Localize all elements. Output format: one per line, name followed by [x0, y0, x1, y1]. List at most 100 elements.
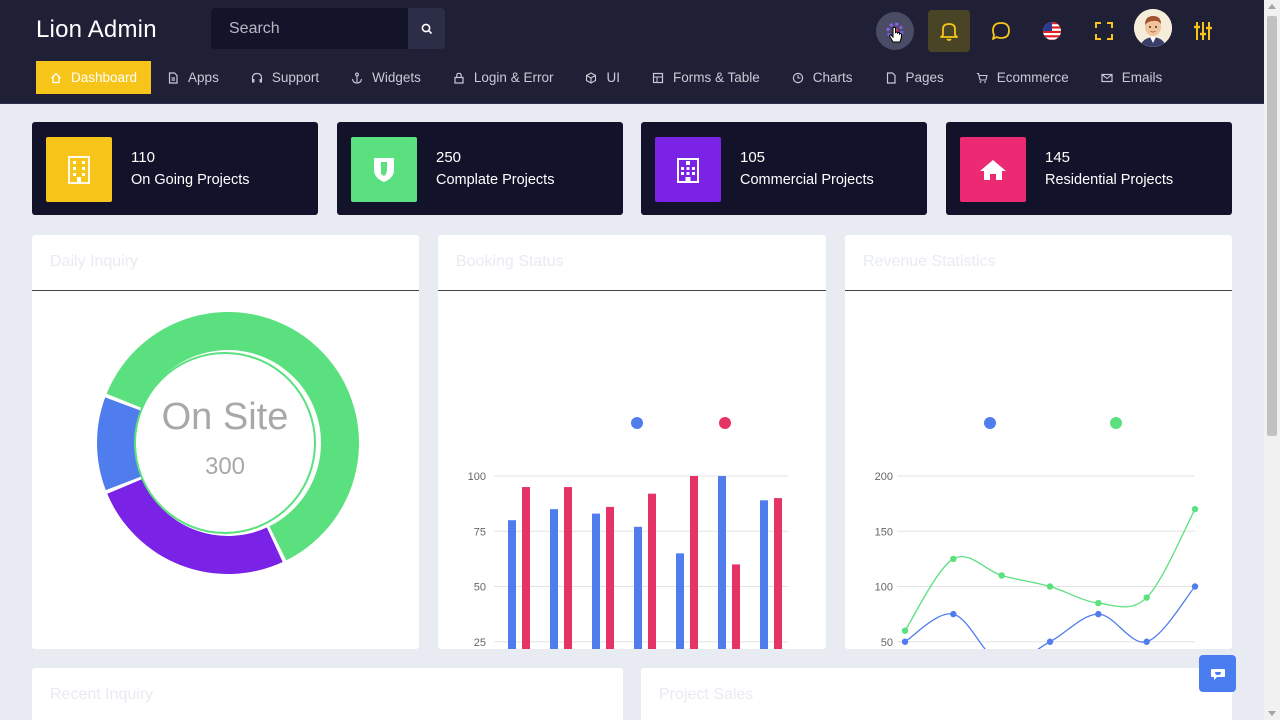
bar-y-tick-label: 25 [474, 637, 486, 649]
nav-item-widgets[interactable]: Widgets [335, 61, 437, 94]
panel-title: Recent Inquiry [50, 686, 154, 703]
top-header: Lion Admin [0, 0, 1264, 104]
line-legend-marker-1 [1110, 417, 1122, 429]
scroll-up-arrow-icon[interactable] [1268, 4, 1276, 9]
house-icon [980, 159, 1006, 180]
us-flag-icon [1043, 22, 1061, 40]
dashboard-content: 110 On Going Projects 250 Complate Proje… [0, 104, 1264, 720]
live-chat-button[interactable] [1199, 655, 1236, 692]
line-legend-marker-0 [984, 417, 996, 429]
stat-card-complete[interactable]: 250 Complate Projects [337, 122, 623, 215]
stat-value: 250 [436, 149, 462, 166]
stat-card-residential[interactable]: 145 Residential Projects [946, 122, 1232, 215]
nav-item-login-error[interactable]: Login & Error [437, 61, 570, 94]
donut-chart: On Site 300 [96, 312, 359, 574]
language-button[interactable] [1031, 10, 1073, 52]
nav-label: Pages [905, 70, 944, 85]
nav-label: Charts [812, 70, 853, 85]
panel-title: Booking Status [456, 253, 564, 270]
nav-label: Dashboard [71, 70, 138, 85]
page-icon [886, 71, 896, 84]
search-input[interactable] [211, 8, 407, 49]
nav-item-ecommerce[interactable]: Ecommerce [960, 61, 1085, 94]
panel-title: Project Sales [659, 686, 754, 703]
bar-1-0 [522, 487, 530, 649]
stat-label: Residential Projects [1045, 172, 1174, 188]
bar-1-1 [564, 487, 572, 649]
nav-label: Forms & Table [672, 70, 760, 85]
nav-item-pages[interactable]: Pages [869, 61, 960, 94]
donut-center-value: 300 [205, 453, 245, 480]
line-point-0-6 [1191, 583, 1199, 590]
main-nav: Dashboard Apps Support Widgets Login & E… [36, 61, 1178, 94]
bar-1-3 [648, 493, 656, 649]
line-y-tick-label: 50 [881, 637, 893, 649]
stat-card-ongoing[interactable]: 110 On Going Projects [32, 122, 318, 215]
scroll-down-arrow-icon[interactable] [1268, 711, 1276, 716]
bar-0-2 [592, 513, 600, 649]
bar-0-0 [508, 520, 516, 649]
bell-icon [940, 23, 958, 41]
nav-item-support[interactable]: Support [235, 61, 335, 94]
line-point-0-3 [1046, 638, 1054, 645]
stat-label: On Going Projects [131, 172, 250, 188]
nav-item-apps[interactable]: Apps [151, 61, 235, 94]
home-icon [51, 72, 61, 83]
panel-divider [845, 290, 1232, 291]
customizer-button[interactable] [1182, 10, 1224, 52]
nav-label: UI [606, 70, 620, 85]
bar-legend-marker-1 [719, 417, 731, 429]
stat-icon-box [46, 137, 112, 202]
stat-card-commercial[interactable]: 105 Commercial Projects [641, 122, 927, 215]
nav-label: Apps [188, 70, 219, 85]
nav-label: Support [271, 70, 320, 85]
line-y-tick-label: 150 [875, 526, 893, 538]
building-icon [68, 155, 90, 184]
fullscreen-button[interactable] [1083, 10, 1125, 52]
nav-item-emails[interactable]: Emails [1085, 61, 1179, 94]
nav-item-dashboard[interactable]: Dashboard [36, 61, 152, 94]
messages-button[interactable] [980, 10, 1022, 52]
panel-divider [32, 290, 419, 291]
bar-y-tick-label: 50 [474, 582, 486, 594]
search-box [211, 8, 445, 49]
panel-divider [438, 290, 826, 291]
donut-slice-0 [106, 312, 359, 561]
line-y-tick-label: 200 [875, 471, 893, 483]
nav-item-charts[interactable]: Charts [776, 61, 869, 94]
line-point-1-3 [1046, 583, 1054, 590]
bar-1-2 [606, 506, 614, 649]
office-icon [677, 157, 699, 183]
revenue-statistics-panel: Revenue Statistics 050100150200201420152… [845, 235, 1232, 649]
search-button[interactable] [408, 8, 445, 49]
brand-logo-text[interactable]: Lion Admin [36, 16, 157, 43]
bar-0-1 [550, 509, 558, 649]
donut-inner-ring [134, 352, 316, 534]
user-avatar[interactable] [1134, 9, 1172, 47]
bar-legend-marker-0 [631, 417, 643, 429]
line-point-1-5 [1143, 594, 1150, 601]
fullscreen-icon [1095, 22, 1113, 40]
clock-chart-icon [792, 72, 803, 83]
nav-item-forms-table[interactable]: Forms & Table [636, 61, 776, 94]
line-point-1-6 [1191, 505, 1199, 513]
stat-icon-box [655, 137, 721, 202]
page-scrollbar[interactable] [1264, 0, 1280, 720]
scrollbar-thumb[interactable] [1267, 16, 1277, 436]
cart-icon [976, 72, 988, 83]
stat-icon-box [351, 137, 417, 202]
project-sales-panel: Project Sales [641, 668, 1232, 720]
bar-y-tick-label: 75 [474, 526, 486, 538]
donut-center-label: On Site [162, 396, 289, 438]
settings-button[interactable] [876, 12, 914, 50]
stat-label: Commercial Projects [740, 172, 874, 188]
cube-icon [586, 71, 597, 84]
line-point-0-0 [901, 638, 909, 645]
line-point-0-4 [1095, 610, 1102, 618]
stat-value: 145 [1045, 149, 1071, 166]
nav-label: Login & Error [473, 70, 554, 85]
bar-y-tick-label: 100 [468, 471, 486, 483]
nav-item-ui[interactable]: UI [569, 61, 636, 94]
notifications-button[interactable] [928, 10, 970, 52]
stat-value: 105 [740, 149, 766, 166]
